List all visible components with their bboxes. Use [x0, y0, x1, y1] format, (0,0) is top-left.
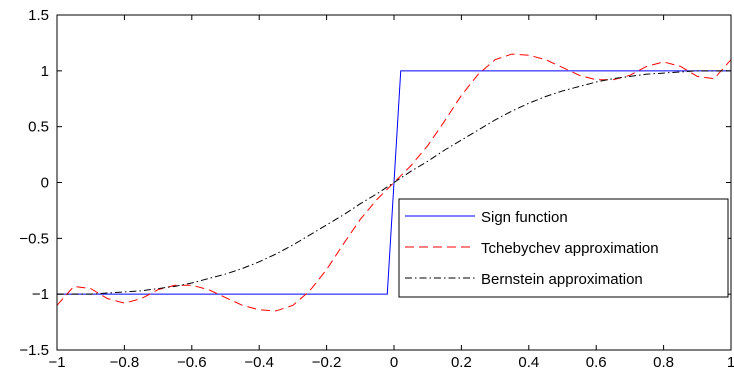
legend-label-sign-function: Sign function [481, 209, 568, 226]
x-tick-label: 0.4 [518, 354, 539, 371]
legend-label-tchebychev: Tchebychev approximation [481, 240, 659, 257]
x-tick-label: −1 [48, 354, 65, 371]
legend: Sign function Tchebychev approximation B… [398, 198, 729, 298]
legend-box [398, 198, 729, 298]
y-tick-label: −1.5 [19, 342, 49, 359]
ticks-layer: −1 −0.8 −0.6 −0.4 −0.2 0 0.2 0.4 0.6 0.8 1−1.5−1−0… [19, 7, 734, 371]
y-tick-label: 1 [41, 63, 49, 80]
y-tick-label: 1.5 [28, 7, 49, 24]
legend-label-bernstein: Bernstein approximation [481, 271, 643, 288]
series-layer [57, 53, 731, 312]
x-tick-label: 0.2 [451, 354, 472, 371]
x-tick-label: −0.6 [177, 354, 207, 371]
y-tick-label: −1 [32, 286, 49, 303]
x-tick-label: 0 [390, 354, 398, 371]
x-tick-label: 0.8 [653, 354, 674, 371]
x-tick-label: −0.2 [312, 354, 342, 371]
y-tick-label: 0.5 [28, 119, 49, 136]
y-tick-label: −0.5 [19, 230, 49, 247]
y-tick-label: 0 [41, 175, 49, 192]
x-tick-label: −0.8 [110, 354, 140, 371]
x-tick-label: 0.6 [586, 354, 607, 371]
series-line-bernstein [57, 70, 731, 295]
x-tick-label: −0.4 [244, 354, 274, 371]
x-tick-label: 1 [727, 354, 734, 371]
